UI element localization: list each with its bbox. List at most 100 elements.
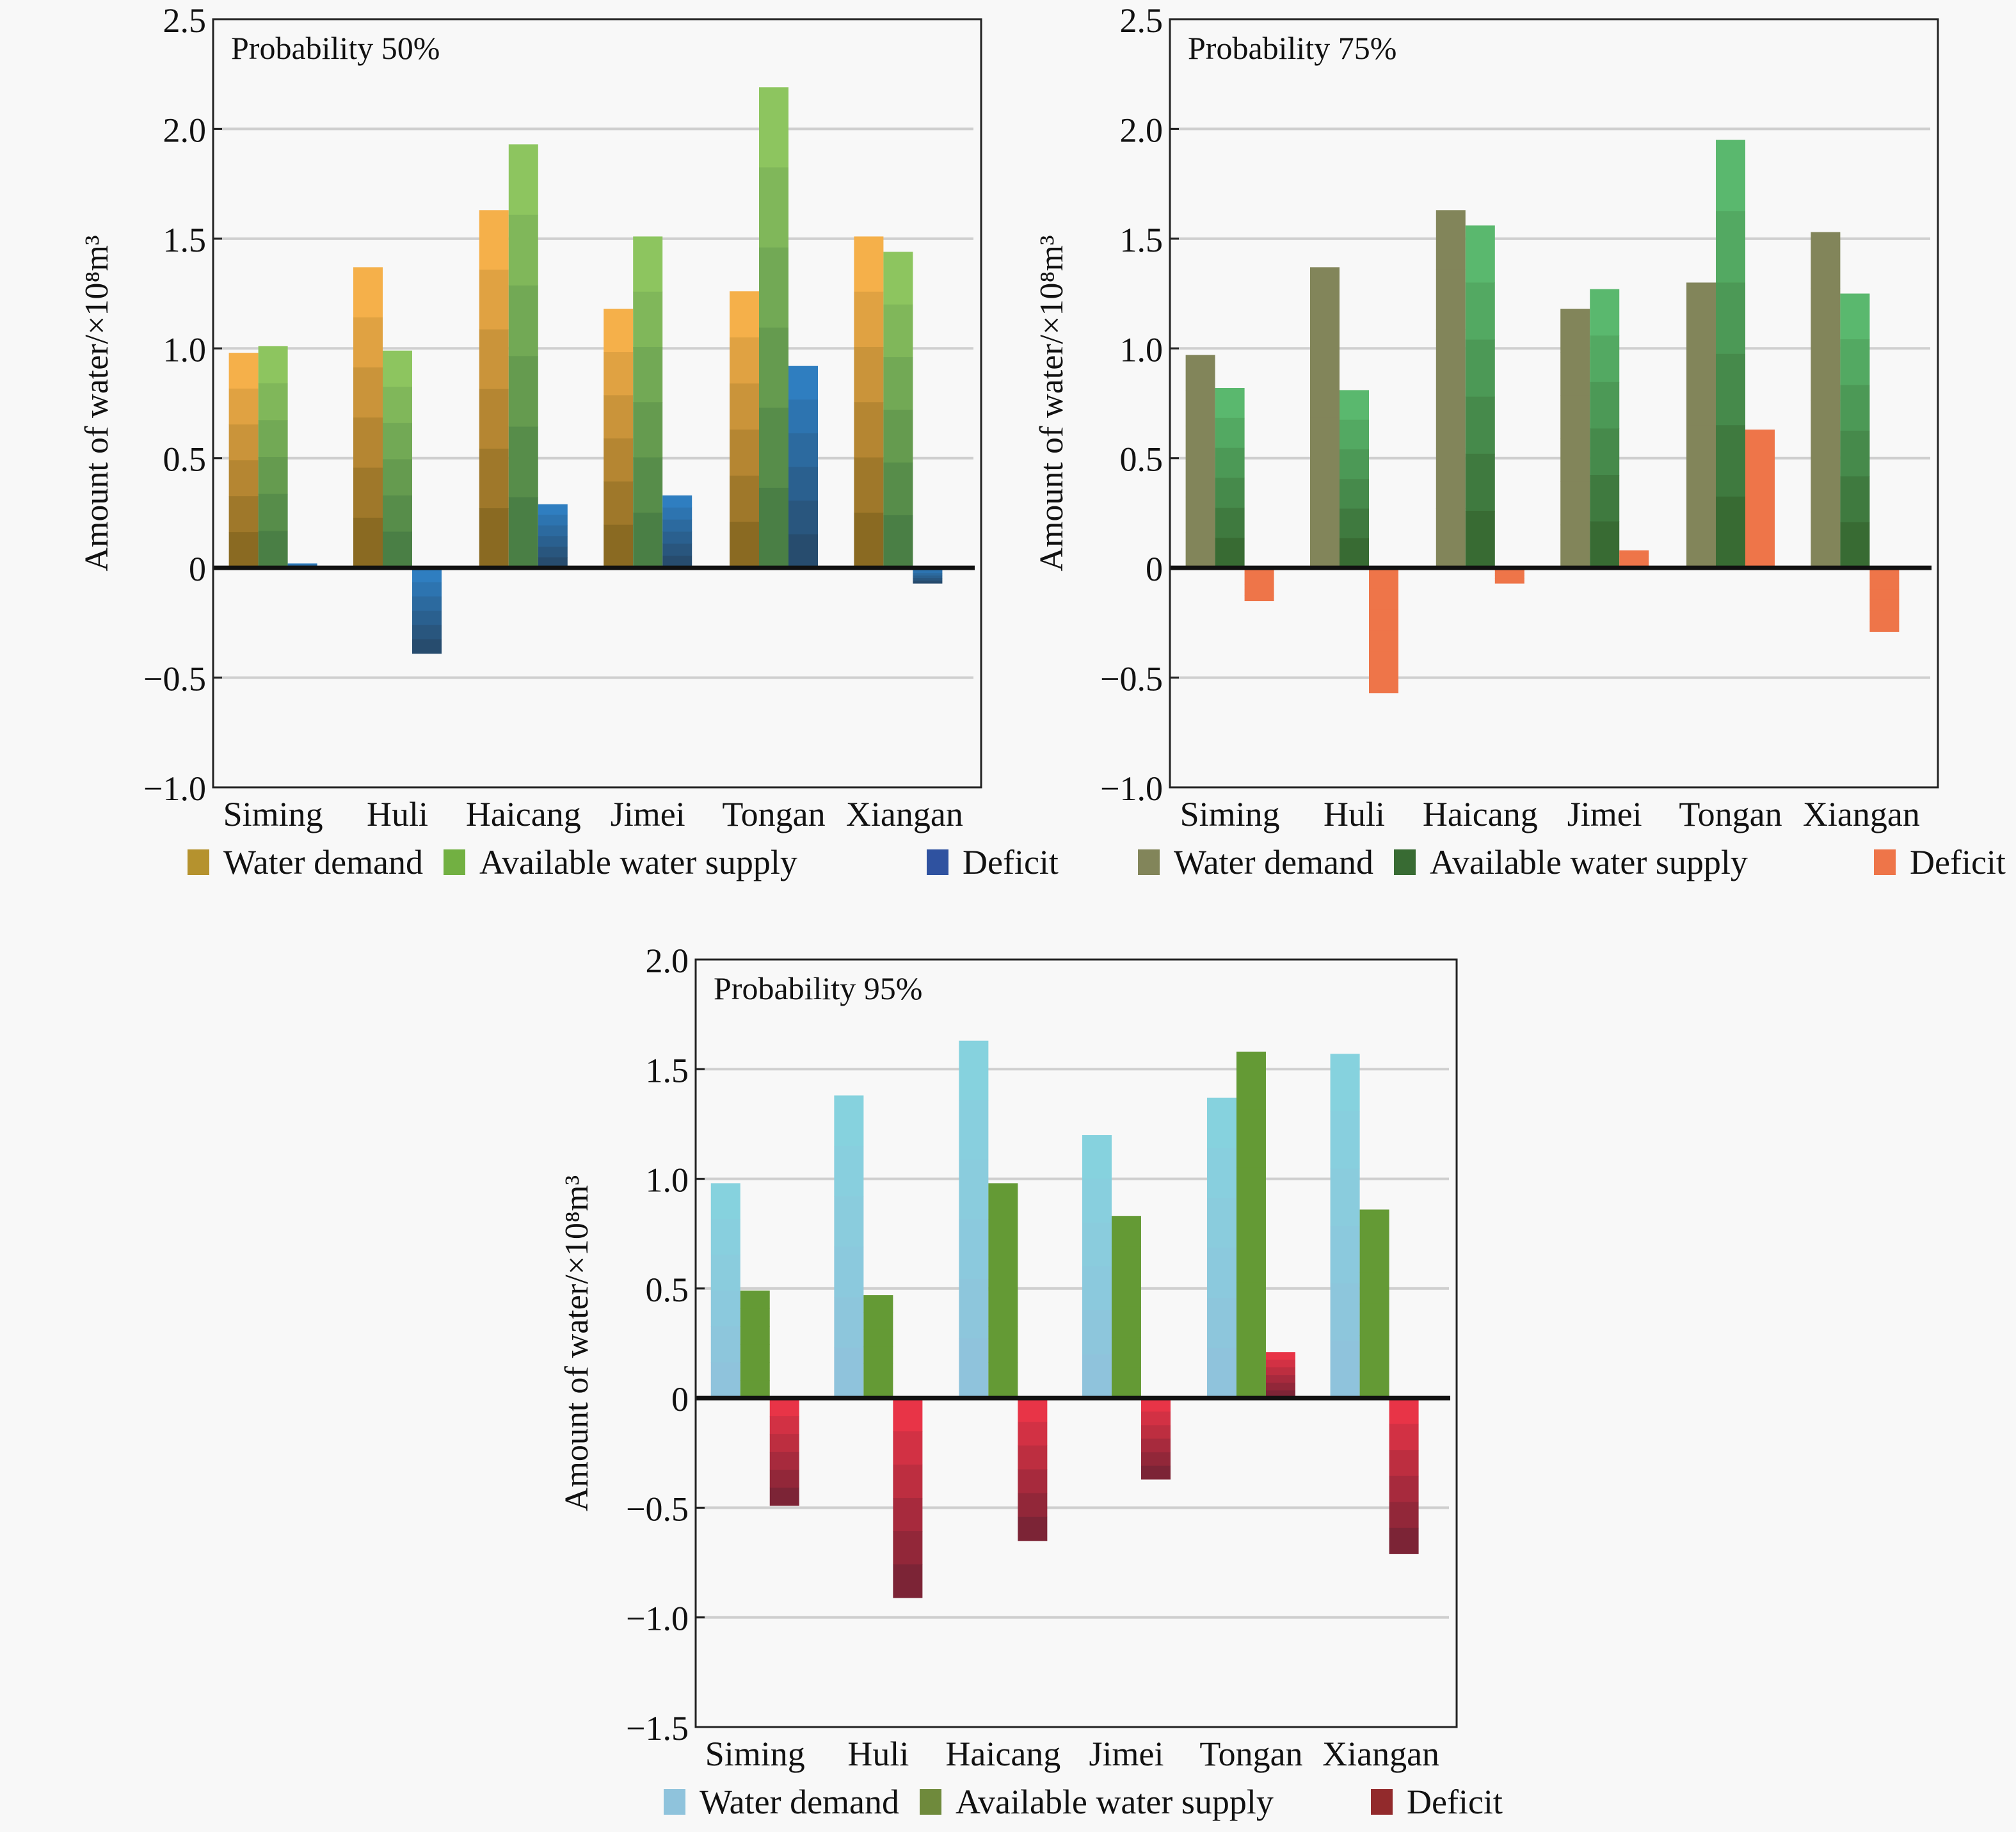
- bar-segment: [710, 1290, 740, 1327]
- bar-segment: [508, 144, 538, 216]
- bar-segment: [1185, 426, 1215, 462]
- legend-item: Available water supply: [444, 843, 797, 881]
- bar-segment: [538, 536, 568, 547]
- bar-segment: [662, 507, 692, 520]
- bar-deficit: [538, 504, 568, 568]
- bar-available-water-supply: [1840, 293, 1870, 568]
- bar-segment: [258, 457, 288, 495]
- bar-deficit: [788, 366, 818, 568]
- bar-segment: [1716, 140, 1745, 212]
- bar-deficit: [1369, 568, 1398, 694]
- bar-segment: [1369, 630, 1398, 652]
- bar-segment: [287, 564, 317, 566]
- bar-segment: [353, 517, 383, 568]
- bar-segment: [662, 531, 692, 544]
- bar-segment: [662, 543, 692, 556]
- bar-segment: [959, 1040, 989, 1101]
- bar-segment: [1436, 329, 1466, 390]
- bar-segment: [1716, 282, 1745, 355]
- bar-segment: [383, 459, 412, 496]
- bar-segment: [834, 1297, 864, 1348]
- bar-segment: [769, 1416, 799, 1434]
- bar-water-demand: [1310, 267, 1340, 568]
- bar-segment: [863, 1295, 893, 1313]
- bar-segment: [883, 515, 913, 568]
- bar-segment: [1389, 1527, 1419, 1554]
- legend-item: Deficit: [927, 843, 1059, 881]
- bar-segment: [1215, 447, 1245, 479]
- legend: Water demand Available water supply Defici…: [1138, 843, 2006, 881]
- bar-segment: [893, 1564, 923, 1598]
- bar-water-demand: [1206, 1097, 1236, 1399]
- bar-segment: [1590, 382, 1620, 429]
- y-tick-label: 1.0: [163, 330, 207, 369]
- bar-segment: [863, 1346, 893, 1364]
- bar-available-water-supply: [633, 236, 663, 568]
- bar-segment: [1330, 1111, 1360, 1169]
- bar-segment: [538, 557, 568, 568]
- bar-segment: [1745, 476, 1775, 499]
- bar-segment: [710, 1219, 740, 1255]
- bar-deficit: [412, 568, 442, 654]
- bar-segment: [1082, 1223, 1112, 1267]
- legend-swatch: [920, 1789, 941, 1815]
- legend-swatch: [188, 849, 209, 875]
- bar-segment: [1465, 511, 1495, 568]
- y-tick-label: 0: [671, 1380, 689, 1418]
- bar-segment: [1840, 522, 1870, 568]
- bar-segment: [1111, 1337, 1141, 1369]
- bar-segment: [1018, 1398, 1048, 1422]
- bar-segment: [228, 424, 259, 461]
- bar-segment: [834, 1095, 864, 1146]
- bar-segment: [1840, 476, 1870, 523]
- bar-segment: [1359, 1303, 1389, 1336]
- bar-segment: [1686, 472, 1716, 521]
- bar-segment: [1389, 1502, 1419, 1529]
- bar-segment: [883, 462, 913, 516]
- x-tick-label: Haicang: [1423, 795, 1538, 833]
- bar-deficit: [1494, 568, 1524, 584]
- legend-item: Water demand: [1138, 843, 1373, 881]
- bar-segment: [412, 611, 442, 625]
- bar-segment: [479, 448, 509, 509]
- bar-available-water-supply: [988, 1183, 1018, 1399]
- bar-segment: [228, 496, 259, 533]
- bar-segment: [228, 389, 259, 425]
- bar-segment: [913, 581, 943, 584]
- bar-segment: [1560, 309, 1590, 353]
- bar-segment: [834, 1246, 864, 1298]
- bar-segment: [633, 402, 663, 458]
- bar-segment: [1244, 573, 1274, 579]
- legend-label: Water demand: [223, 843, 423, 881]
- bar-segment: [1359, 1209, 1389, 1242]
- bar-segment: [1140, 1452, 1171, 1466]
- bar-segment: [988, 1326, 1018, 1363]
- bar-water-demand: [604, 309, 634, 568]
- bar-segment: [1590, 335, 1620, 383]
- bar-segment: [1236, 1109, 1266, 1168]
- bar-segment: [1494, 581, 1524, 584]
- bar-segment: [1389, 1450, 1419, 1477]
- bar-segment: [710, 1362, 740, 1399]
- legend-swatch: [444, 849, 465, 875]
- bar-segment: [1111, 1276, 1141, 1308]
- bar-water-demand: [1185, 355, 1215, 568]
- x-tick-label: Jimei: [1567, 795, 1642, 833]
- bar-segment: [710, 1183, 740, 1219]
- bar-segment: [353, 367, 383, 418]
- bar-segment: [383, 422, 412, 460]
- bar-segment: [854, 457, 884, 513]
- chart-panel-2: −1.0 −0.5 0 0.5 1.0 1.5 2.0 2.5 Probability 75% A…: [1034, 1, 2006, 881]
- bar-segment: [1716, 211, 1745, 283]
- bar-segment: [1082, 1354, 1112, 1399]
- bar-segment: [1185, 461, 1215, 497]
- bar-segment: [1330, 1168, 1360, 1226]
- bar-segment: [1082, 1135, 1112, 1180]
- chart-title: Probability 75%: [1188, 30, 1396, 66]
- bar-segment: [1560, 395, 1590, 439]
- bar-segment: [1436, 389, 1466, 449]
- bar-segment: [1265, 1375, 1295, 1383]
- bar-segment: [508, 214, 538, 286]
- bar-segment: [730, 476, 759, 522]
- legend-item: Available water supply: [1394, 843, 1748, 881]
